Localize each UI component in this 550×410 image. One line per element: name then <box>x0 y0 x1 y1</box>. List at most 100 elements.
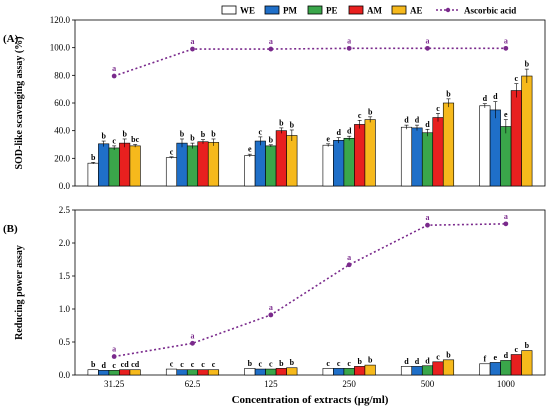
bar-we <box>400 366 413 376</box>
legend-swatch-pm <box>264 5 280 15</box>
legend-label-pm: PM <box>283 6 297 16</box>
significance-letter-we: e <box>326 134 330 143</box>
legend-swatch-we <box>221 5 237 15</box>
significance-letter-we: d <box>483 94 488 103</box>
bar-am <box>432 117 444 187</box>
bar-pm <box>489 109 501 187</box>
bar-am <box>510 354 522 376</box>
panel-b-x-tick-label: 500 <box>421 379 435 389</box>
x-axis-title: Concentration of extracts (μg/ml) <box>232 394 389 406</box>
significance-letter-pe: c <box>112 136 116 145</box>
bar-am <box>432 361 444 376</box>
significance-letter-pm: b <box>180 129 185 138</box>
significance-letter-ascorbic-acid: a <box>426 36 430 45</box>
significance-letter-pe: b <box>190 134 195 143</box>
significance-letter-we: c <box>170 147 174 156</box>
significance-letter-pe: c <box>269 360 273 369</box>
legend-label-ascorbic-acid: Ascorbic acid <box>464 6 516 16</box>
panel-a-plot-frame <box>74 19 546 187</box>
bar-pe <box>265 145 277 187</box>
point-ascorbic-acid <box>190 340 195 346</box>
bar-pm <box>98 370 110 376</box>
panel-b-y-tick-label: 0.5 <box>59 337 71 347</box>
panel-b-x-tick-label: 250 <box>342 379 356 389</box>
significance-letter-ascorbic-acid: a <box>347 253 351 262</box>
significance-letter-pe: b <box>269 135 274 144</box>
point-ascorbic-acid <box>346 262 352 268</box>
significance-letter-ae: b <box>525 60 530 69</box>
significance-letter-ae: b <box>368 356 373 365</box>
bar-ae <box>207 142 220 187</box>
significance-letter-am: b <box>279 359 284 368</box>
significance-letter-ae: b <box>525 341 530 350</box>
panel-a-y-tick-label: 20.0 <box>54 153 70 163</box>
significance-letter-ae: bc <box>131 135 139 144</box>
significance-letter-pe: c <box>112 361 116 370</box>
bar-am <box>510 90 522 187</box>
significance-letter-am: b <box>122 129 127 138</box>
panel-a-y-tick-label: 60.0 <box>54 98 70 108</box>
significance-letter-ae: b <box>290 358 295 367</box>
bar-ae <box>521 75 533 187</box>
bar-pm <box>176 369 188 376</box>
significance-letter-pm: c <box>259 127 263 136</box>
panel-a-y-tick-label: 120.0 <box>50 15 71 25</box>
significance-letter-am: c <box>515 74 519 83</box>
significance-letter-am: cd <box>121 360 130 369</box>
bar-we <box>479 105 491 187</box>
bar-pm <box>411 366 423 376</box>
bar-am <box>119 142 131 187</box>
bar-am <box>354 124 366 187</box>
significance-letter-we: d <box>404 357 409 366</box>
bar-we <box>244 155 256 187</box>
bar-ae <box>129 145 141 187</box>
significance-letter-ascorbic-acid: a <box>269 37 273 46</box>
bar-pm <box>254 368 266 376</box>
significance-letter-ae: b <box>211 129 216 138</box>
significance-letter-pm: d <box>415 116 420 125</box>
significance-letter-ascorbic-acid: a <box>112 345 116 354</box>
point-ascorbic-acid <box>268 46 274 52</box>
significance-letter-ascorbic-acid: a <box>191 331 195 340</box>
significance-letter-we: b <box>91 360 96 369</box>
bar-am <box>275 130 287 187</box>
significance-letter-pm: c <box>337 359 341 368</box>
significance-letter-ae: cd <box>131 360 140 369</box>
significance-letter-am: b <box>357 357 362 366</box>
significance-letter-ae: b <box>368 107 373 116</box>
bar-pe <box>421 132 434 187</box>
legend-marker-ascorbic-acid <box>445 7 451 13</box>
bar-ae <box>364 119 376 187</box>
significance-letter-am: b <box>201 130 206 139</box>
significance-letter-pe: d <box>425 120 430 129</box>
significance-letter-pe: d <box>504 351 509 360</box>
panel-b-x-tick-label: 1000 <box>497 379 516 389</box>
legend-swatch-ae <box>391 5 407 15</box>
significance-letter-we: b <box>248 359 253 368</box>
bar-am <box>197 141 209 187</box>
point-ascorbic-acid <box>425 222 430 228</box>
significance-letter-ae: b <box>290 120 295 129</box>
panel-b-x-tick-label: 125 <box>264 379 278 389</box>
significance-letter-am: c <box>201 360 205 369</box>
point-ascorbic-acid <box>190 46 195 52</box>
bar-pm <box>254 140 266 187</box>
significance-letter-pm: c <box>259 360 263 369</box>
significance-letter-ae: b <box>446 89 451 98</box>
bar-pe <box>108 370 120 376</box>
panel-a-y-tick-label: 100.0 <box>50 43 71 53</box>
significance-letter-ascorbic-acid: a <box>191 37 195 46</box>
bar-we <box>165 368 178 376</box>
bar-we <box>322 144 334 187</box>
point-ascorbic-acid <box>425 45 430 51</box>
significance-letter-pm: b <box>101 132 106 141</box>
bar-we <box>165 157 178 187</box>
point-ascorbic-acid <box>111 354 117 359</box>
panel-b-y-tick-label: 2.0 <box>59 238 71 248</box>
legend-label-pe: PE <box>326 6 338 16</box>
significance-letter-ascorbic-acid: a <box>269 303 273 312</box>
bar-we <box>87 369 99 376</box>
significance-letter-pe: c <box>347 359 351 368</box>
bar-we <box>322 368 334 376</box>
bar-ae <box>286 367 298 376</box>
